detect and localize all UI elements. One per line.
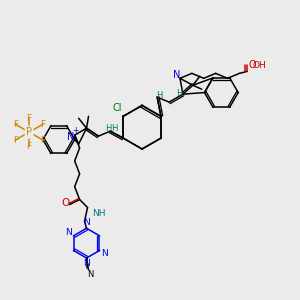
- Text: P: P: [26, 127, 32, 137]
- Text: H: H: [105, 124, 112, 133]
- Text: P: P: [26, 127, 32, 137]
- Text: F: F: [40, 120, 46, 129]
- Text: Cl: Cl: [112, 103, 122, 113]
- Text: H: H: [176, 89, 182, 98]
- Text: F: F: [27, 142, 32, 151]
- Text: O: O: [61, 197, 70, 208]
- Text: NH: NH: [92, 209, 106, 218]
- Text: N: N: [173, 70, 181, 80]
- Text: O: O: [248, 60, 256, 70]
- Text: OH: OH: [252, 61, 266, 70]
- Text: F: F: [13, 120, 18, 129]
- Text: N: N: [87, 270, 94, 279]
- Text: H: H: [156, 91, 162, 100]
- Text: N: N: [65, 228, 72, 237]
- Text: N: N: [83, 218, 90, 227]
- Text: F: F: [27, 114, 32, 123]
- Text: N: N: [101, 249, 108, 258]
- Text: F: F: [40, 136, 46, 145]
- Text: N: N: [83, 260, 90, 268]
- Text: N: N: [67, 132, 74, 142]
- Text: F: F: [13, 136, 18, 145]
- Text: +: +: [73, 126, 79, 135]
- Text: H: H: [112, 124, 118, 133]
